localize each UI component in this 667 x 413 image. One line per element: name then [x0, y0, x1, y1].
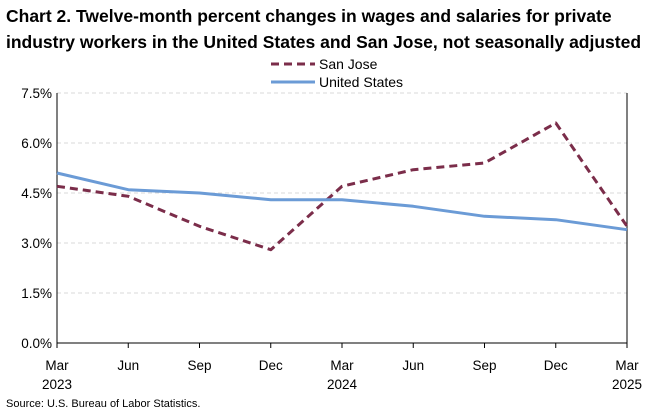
- x-tick-label: Dec: [259, 358, 283, 373]
- x-tick-year-label: 2025: [612, 377, 642, 392]
- y-tick-label: 6.0%: [21, 136, 52, 151]
- legend: San Jose United States: [271, 56, 403, 90]
- x-tick-label: Mar: [615, 358, 639, 373]
- x-tick-label: Sep: [472, 358, 496, 373]
- series-line-united-states: [56, 171, 628, 232]
- y-tick-label: 7.5%: [21, 86, 52, 101]
- x-tick-year-label: 2023: [42, 377, 72, 392]
- legend-label-united-states: United States: [319, 74, 403, 90]
- tick-labels: 0.0% 1.5% 3.0% 4.5% 6.0% 7.5% Mar 2023 Jun Sep Dec…: [21, 86, 642, 392]
- axes: [56, 93, 628, 348]
- y-tick-label: 0.0%: [21, 336, 52, 351]
- source-note: Source: U.S. Bureau of Labor Statistics.: [6, 398, 201, 410]
- chart-title: Chart 2. Twelve-month percent changes in…: [6, 6, 642, 52]
- y-tick-label: 3.0%: [21, 236, 52, 251]
- x-tick-label: Dec: [544, 358, 568, 373]
- series-lines: [56, 121, 629, 252]
- x-tick-label: Jun: [402, 358, 424, 373]
- y-tick-label: 4.5%: [21, 186, 52, 201]
- legend-label-san-jose: San Jose: [319, 56, 378, 72]
- gridlines: [57, 92, 627, 294]
- y-tick-label: 1.5%: [21, 286, 52, 301]
- x-tick-label: Mar: [330, 358, 354, 373]
- x-tick-label: Jun: [117, 358, 139, 373]
- series-line-san-jose: [56, 121, 629, 252]
- x-tick-label: Mar: [45, 358, 69, 373]
- x-tick-label: Sep: [187, 358, 211, 373]
- x-tick-year-label: 2024: [327, 377, 358, 392]
